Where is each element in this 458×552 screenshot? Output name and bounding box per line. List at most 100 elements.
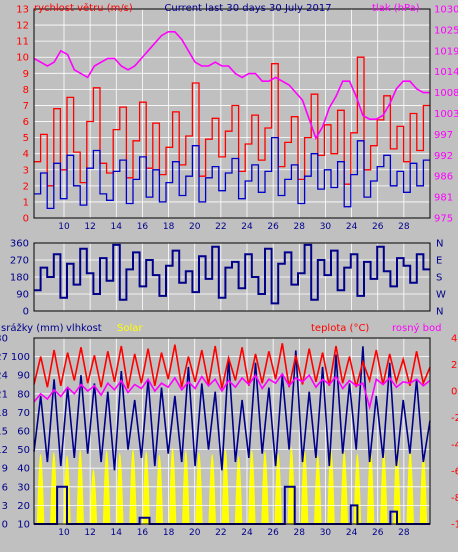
compass-label: W <box>436 290 446 301</box>
solar-bar <box>419 452 428 524</box>
plot-frame <box>33 337 431 525</box>
solar-bar <box>36 453 45 524</box>
x-tick-label: 20 <box>189 222 201 232</box>
solar-bar <box>208 453 216 524</box>
y2-tick-label: 1014 <box>434 67 458 78</box>
x-tick-label: 20 <box>189 528 201 538</box>
y2-tick-label: 1025 <box>434 25 458 36</box>
compass-label: N <box>436 307 443 318</box>
y2-tick-label: 997 <box>434 130 453 141</box>
y-tick-label: 0 <box>23 307 29 318</box>
temperature-tick-label: -6 <box>451 466 458 477</box>
y-tick-label: 11 <box>16 37 29 48</box>
x-tick-label: 24 <box>346 528 358 538</box>
x-tick-label: 24 <box>241 222 253 232</box>
series-dew-point <box>33 372 431 411</box>
compass-label: E <box>436 256 442 267</box>
y-tick-label: 8 <box>23 85 29 96</box>
rain-tick-label: 3 <box>2 501 8 512</box>
plot-frame <box>33 8 431 219</box>
y2-tick-label: 1019 <box>434 46 458 57</box>
x-tick-label: 30 <box>320 222 332 232</box>
series-avg-wind <box>34 136 430 210</box>
x-tick-label: 26 <box>267 528 279 538</box>
humidity-legend: vlhkost <box>66 323 102 334</box>
rain-tick-label: 0 <box>2 520 8 531</box>
series-pressure <box>33 31 430 141</box>
rain-tick-label: 6 <box>2 482 8 493</box>
humidity-tick-label: 50 <box>17 445 30 456</box>
dew-point-legend: rosný bod <box>392 322 441 334</box>
plot-frame <box>33 242 431 312</box>
humidity-tick-label: 80 <box>17 389 30 400</box>
temperature-tick-label: -10 <box>451 520 458 531</box>
y2-tick-label: 975 <box>434 214 453 225</box>
y-tick-label: 5 <box>23 133 29 144</box>
y2-tick-label: 1003 <box>434 109 458 120</box>
solar-bar <box>274 452 282 524</box>
y2-tick-label: 986 <box>434 172 453 183</box>
x-tick-label: 22 <box>215 528 226 538</box>
x-tick-label: 18 <box>163 222 175 232</box>
temperature-legend: teplota (°C) <box>311 323 369 334</box>
rain-tick-label: 21 <box>0 389 8 400</box>
solar-bar <box>155 454 164 524</box>
humidity-tick-label: 100 <box>11 352 30 363</box>
temperature-tick-label: -8 <box>451 493 458 504</box>
left-axis-title: rychlost větru (m/s) <box>34 2 133 14</box>
y-tick-label: 270 <box>10 256 29 267</box>
humidity-tick-label: 10 <box>17 520 30 531</box>
x-tick-label: 24 <box>241 528 253 538</box>
y2-tick-label: 981 <box>434 193 453 204</box>
y-tick-label: 90 <box>16 290 29 301</box>
y-tick-label: 12 <box>16 21 29 32</box>
x-tick-label: 10 <box>58 222 70 232</box>
y-tick-label: 0 <box>23 214 29 225</box>
solar-bar <box>50 452 58 524</box>
rain-tick-label: 30 <box>0 334 8 345</box>
x-tick-label: 28 <box>398 222 410 232</box>
x-tick-label: 14 <box>111 222 123 232</box>
y-tick-label: 7 <box>23 101 29 112</box>
solar-bar <box>89 469 98 524</box>
humidity-tick-label: 30 <box>17 482 30 493</box>
solar-bar <box>340 451 348 524</box>
solar-bar <box>353 453 362 524</box>
y-tick-label: 1 <box>23 197 29 208</box>
humidity-tick-label: 60 <box>17 427 30 438</box>
rain-axis-title: srážky (mm) <box>1 322 64 334</box>
solar-legend: Solar <box>117 323 143 334</box>
x-tick-label: 26 <box>372 528 384 538</box>
y-tick-label: 4 <box>23 149 29 160</box>
solar-bar <box>261 451 269 524</box>
rain-tick-label: 12 <box>0 445 8 456</box>
series-temperature <box>33 343 431 389</box>
solar-bar <box>314 455 322 524</box>
solar-bar <box>168 447 177 524</box>
x-tick-label: 14 <box>111 528 123 538</box>
x-tick-label: 16 <box>137 528 149 538</box>
x-tick-label: 18 <box>163 528 175 538</box>
y2-tick-label: 992 <box>434 151 453 162</box>
rain-tick-label: 18 <box>0 408 8 419</box>
y-tick-label: 9 <box>23 69 29 80</box>
y-tick-label: 6 <box>23 117 29 128</box>
series-wind-direction <box>34 243 430 305</box>
x-tick-label: 28 <box>294 222 306 232</box>
temperature-tick-label: -2 <box>451 413 458 424</box>
temperature-tick-label: 2 <box>451 360 457 371</box>
chart-title: Current last 30 days 30 July 2017 <box>164 3 331 14</box>
humidity-tick-label: 40 <box>17 464 30 475</box>
x-tick-label: 12 <box>84 222 95 232</box>
y-tick-label: 2 <box>23 181 29 192</box>
rain-tick-label: 9 <box>2 464 8 475</box>
y-tick-label: 3 <box>23 165 29 176</box>
solar-bar <box>195 452 203 524</box>
x-tick-label: 24 <box>346 222 358 232</box>
y-tick-label: 180 <box>10 273 29 284</box>
temperature-tick-label: 0 <box>451 387 457 398</box>
solar-bar <box>287 446 296 524</box>
y-tick-label: 10 <box>16 53 29 64</box>
